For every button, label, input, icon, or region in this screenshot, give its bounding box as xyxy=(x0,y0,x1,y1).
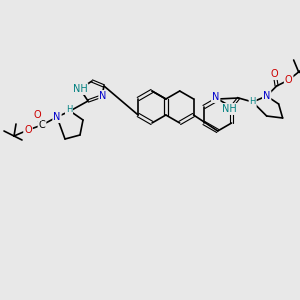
Text: O: O xyxy=(33,110,41,120)
Text: NH: NH xyxy=(73,84,87,94)
Text: O: O xyxy=(24,125,32,135)
Text: C: C xyxy=(39,120,45,130)
Text: N: N xyxy=(53,112,61,122)
Text: N: N xyxy=(263,91,270,101)
Text: NH: NH xyxy=(222,104,237,114)
Text: N: N xyxy=(212,92,219,102)
Text: N: N xyxy=(99,91,107,101)
Text: H: H xyxy=(66,106,72,115)
Text: H: H xyxy=(250,98,256,106)
Text: O: O xyxy=(285,75,292,85)
Text: O: O xyxy=(271,69,278,79)
